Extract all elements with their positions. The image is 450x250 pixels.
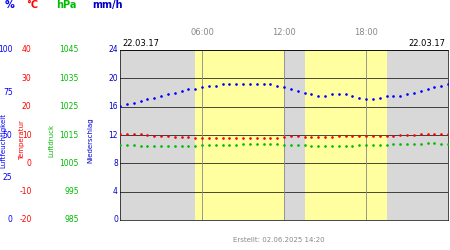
Text: 40: 40 (22, 46, 32, 54)
Text: 1045: 1045 (59, 46, 79, 54)
Text: 75: 75 (3, 88, 13, 97)
Text: 16: 16 (108, 102, 118, 111)
Text: Erstellt: 02.06.2025 14:20: Erstellt: 02.06.2025 14:20 (233, 237, 325, 243)
Text: 1035: 1035 (59, 74, 79, 83)
Text: 0: 0 (27, 159, 32, 168)
Bar (305, 50, 387, 220)
Text: 22.03.17: 22.03.17 (409, 38, 446, 48)
Text: Niederschlag: Niederschlag (87, 117, 93, 163)
Bar (387, 50, 448, 220)
Text: 50: 50 (3, 130, 13, 140)
Text: 0: 0 (8, 216, 13, 224)
Text: 12:00: 12:00 (272, 28, 296, 38)
Text: -20: -20 (19, 216, 32, 224)
Text: 30: 30 (22, 74, 32, 83)
Text: mm/h: mm/h (92, 0, 123, 10)
Text: 24: 24 (108, 46, 118, 54)
Text: 12: 12 (108, 130, 118, 140)
Text: 06:00: 06:00 (190, 28, 214, 38)
Bar (284, 50, 305, 220)
Text: 995: 995 (64, 187, 79, 196)
Text: 18:00: 18:00 (354, 28, 378, 38)
Text: 1015: 1015 (59, 130, 79, 140)
Text: Temperatur: Temperatur (18, 120, 25, 160)
Text: Luftfeuchtigkeit: Luftfeuchtigkeit (0, 112, 6, 168)
Text: 25: 25 (3, 173, 13, 182)
Text: 20: 20 (22, 102, 32, 111)
Text: %: % (4, 0, 14, 10)
Text: 100: 100 (0, 46, 13, 54)
Text: 1005: 1005 (59, 159, 79, 168)
Text: Luftdruck: Luftdruck (49, 124, 55, 156)
Text: 985: 985 (64, 216, 79, 224)
Text: 1025: 1025 (59, 102, 79, 111)
Text: 0: 0 (113, 216, 118, 224)
Text: 22.03.17: 22.03.17 (122, 38, 159, 48)
Text: °C: °C (26, 0, 38, 10)
Text: 20: 20 (108, 74, 118, 83)
Bar (195, 50, 284, 220)
Text: 8: 8 (113, 159, 118, 168)
Text: -10: -10 (19, 187, 32, 196)
Bar (120, 50, 195, 220)
Text: 4: 4 (113, 187, 118, 196)
Text: hPa: hPa (56, 0, 76, 10)
Text: 10: 10 (22, 130, 32, 140)
